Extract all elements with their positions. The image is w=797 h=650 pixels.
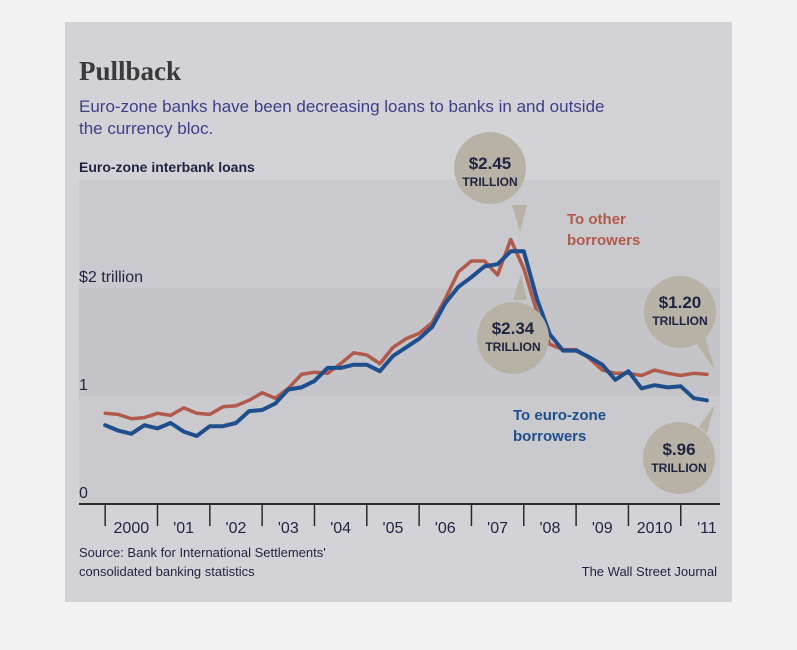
bubble-end-euro: $.96 TRILLION bbox=[643, 404, 715, 494]
source-line1: Source: Bank for International Settlemen… bbox=[79, 545, 326, 560]
grid-band bbox=[79, 180, 720, 288]
x-tick-label: '09 bbox=[592, 520, 613, 537]
bubble-value: $2.34 bbox=[492, 319, 535, 338]
bubble-value: $1.20 bbox=[659, 293, 702, 312]
x-tick-label: 2000 bbox=[114, 520, 150, 537]
grid-band bbox=[79, 396, 720, 504]
x-tick-labels: 2000 '01 '02 '03 '04 '05 '06 '07 '08 '09 2010 '11 bbox=[114, 520, 717, 537]
bubble-circle bbox=[454, 132, 526, 204]
chart-subtitle-line2: the currency bloc. bbox=[79, 119, 213, 138]
bubble-peak-other: $2.45 TRILLION bbox=[454, 132, 527, 232]
annotation-bubbles: $2.45 TRILLION $2.34 TRILLION $1.20 TRIL… bbox=[454, 132, 716, 494]
x-tick-label: '06 bbox=[435, 520, 456, 537]
bubble-unit: TRILLION bbox=[651, 461, 706, 475]
x-tick-label: '04 bbox=[330, 520, 351, 537]
chart-subtitle-line1: Euro-zone banks have been decreasing loa… bbox=[79, 97, 604, 116]
x-tick-label: '01 bbox=[173, 520, 194, 537]
x-tick-label: '05 bbox=[383, 520, 404, 537]
x-tick-label: '03 bbox=[278, 520, 299, 537]
panel-label: Euro-zone interbank loans bbox=[79, 159, 255, 175]
x-tick-label: '08 bbox=[540, 520, 561, 537]
bubble-unit: TRILLION bbox=[462, 175, 517, 189]
y-tick-label: 1 bbox=[79, 377, 88, 394]
series-label-euro-line2: borrowers bbox=[513, 428, 586, 445]
bubble-circle bbox=[644, 276, 716, 348]
bubble-end-other: $1.20 TRILLION bbox=[644, 276, 716, 370]
bubble-circle bbox=[643, 422, 715, 494]
bubble-unit: TRILLION bbox=[485, 340, 540, 354]
bubble-unit: TRILLION bbox=[652, 314, 707, 328]
y-tick-label: $2 trillion bbox=[79, 269, 143, 286]
series-line-euro bbox=[103, 249, 709, 438]
credit: The Wall Street Journal bbox=[582, 564, 717, 579]
x-axis bbox=[79, 503, 720, 526]
x-tick-label: '07 bbox=[487, 520, 508, 537]
series-label-other-line2: borrowers bbox=[567, 232, 640, 249]
bubble-peak-euro: $2.34 TRILLION bbox=[477, 274, 549, 374]
chart-title: Pullback bbox=[79, 56, 181, 86]
chart-card: Pullback Euro-zone banks have been decre… bbox=[65, 22, 732, 602]
x-tick-label: '02 bbox=[226, 520, 247, 537]
x-tick-label: '11 bbox=[697, 520, 717, 537]
series-lines bbox=[103, 237, 709, 438]
bubble-value: $.96 bbox=[662, 440, 695, 459]
chart-svg: Pullback Euro-zone banks have been decre… bbox=[79, 56, 720, 579]
x-tick-label: 2010 bbox=[637, 520, 673, 537]
series-label-other-line1: To other bbox=[567, 211, 626, 228]
bubble-value: $2.45 bbox=[469, 154, 512, 173]
series-label-euro-line1: To euro-zone bbox=[513, 407, 606, 424]
source-line2: consolidated banking statistics bbox=[79, 564, 255, 579]
bubble-circle bbox=[477, 302, 549, 374]
y-tick-label: 0 bbox=[79, 485, 88, 502]
y-tick-labels: 0 1 $2 trillion bbox=[79, 269, 143, 502]
